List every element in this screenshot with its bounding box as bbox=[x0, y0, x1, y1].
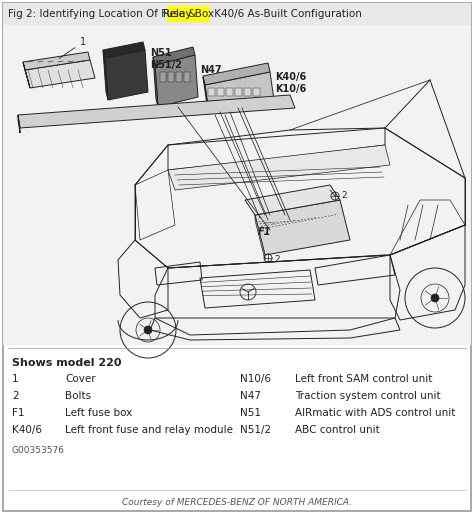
Text: AIRmatic with ADS control unit: AIRmatic with ADS control unit bbox=[295, 408, 456, 418]
Bar bbox=[217, 88, 224, 96]
Text: Traction system control unit: Traction system control unit bbox=[295, 391, 441, 401]
Polygon shape bbox=[155, 55, 198, 107]
Polygon shape bbox=[103, 42, 145, 58]
Bar bbox=[167, 6, 210, 22]
Bar bbox=[235, 88, 242, 96]
Polygon shape bbox=[245, 185, 340, 215]
Bar bbox=[244, 88, 251, 96]
Text: Left front fuse and relay module: Left front fuse and relay module bbox=[65, 425, 233, 435]
Bar bbox=[160, 72, 166, 82]
Text: 2: 2 bbox=[12, 391, 18, 401]
Polygon shape bbox=[103, 50, 108, 100]
Text: N47: N47 bbox=[240, 391, 261, 401]
Text: 1: 1 bbox=[59, 37, 86, 59]
Bar bbox=[184, 72, 190, 82]
Polygon shape bbox=[105, 50, 148, 100]
Text: Left front SAM control unit: Left front SAM control unit bbox=[295, 374, 432, 384]
Polygon shape bbox=[153, 57, 158, 107]
Text: K40/6
K10/6: K40/6 K10/6 bbox=[275, 72, 306, 95]
Text: K40/6: K40/6 bbox=[12, 425, 42, 435]
Bar bbox=[3, 25, 471, 345]
Text: Cover: Cover bbox=[65, 374, 96, 384]
Text: N51: N51 bbox=[240, 408, 261, 418]
Polygon shape bbox=[203, 63, 270, 85]
Polygon shape bbox=[153, 47, 195, 65]
Bar bbox=[226, 88, 233, 96]
Polygon shape bbox=[23, 62, 30, 88]
Bar bbox=[176, 72, 182, 82]
Polygon shape bbox=[205, 72, 274, 113]
Text: N51/2: N51/2 bbox=[240, 425, 271, 435]
Text: Left fuse box: Left fuse box bbox=[65, 408, 132, 418]
Polygon shape bbox=[25, 60, 95, 88]
Bar bbox=[168, 72, 174, 82]
Text: G00353576: G00353576 bbox=[12, 446, 65, 455]
Text: N51
N51/2: N51 N51/2 bbox=[150, 48, 182, 70]
Text: Shows model 220: Shows model 220 bbox=[12, 358, 121, 368]
Polygon shape bbox=[23, 52, 90, 70]
Bar bbox=[3, 3, 471, 25]
Text: F1: F1 bbox=[258, 227, 272, 237]
Bar bbox=[253, 88, 260, 96]
Text: F1: F1 bbox=[12, 408, 25, 418]
Text: Bolts: Bolts bbox=[65, 391, 91, 401]
Circle shape bbox=[431, 294, 439, 302]
Text: 1: 1 bbox=[12, 374, 18, 384]
Polygon shape bbox=[18, 95, 295, 128]
Circle shape bbox=[144, 326, 152, 334]
Text: 2: 2 bbox=[341, 191, 346, 199]
Text: N10/6: N10/6 bbox=[240, 374, 271, 384]
Text: Courtesy of MERCEDES-BENZ OF NORTH AMERICA.: Courtesy of MERCEDES-BENZ OF NORTH AMERI… bbox=[122, 498, 352, 507]
Text: ABC control unit: ABC control unit bbox=[295, 425, 380, 435]
Polygon shape bbox=[255, 200, 350, 255]
Text: K40/6 As-Built Configuration: K40/6 As-Built Configuration bbox=[211, 9, 362, 19]
Polygon shape bbox=[168, 145, 390, 190]
Text: Fig 2: Identifying Location Of Fuse &: Fig 2: Identifying Location Of Fuse & bbox=[8, 9, 200, 19]
Text: Relay Box: Relay Box bbox=[163, 9, 214, 19]
Bar bbox=[208, 88, 215, 96]
Polygon shape bbox=[203, 77, 209, 113]
Text: 2: 2 bbox=[274, 254, 280, 264]
Text: N47: N47 bbox=[200, 65, 222, 75]
Polygon shape bbox=[255, 215, 265, 260]
Polygon shape bbox=[18, 115, 20, 133]
